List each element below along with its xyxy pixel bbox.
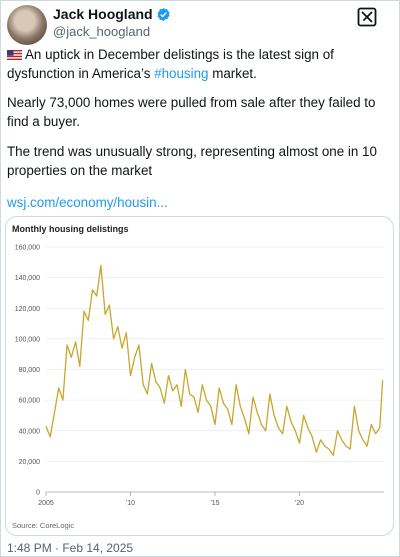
y-tick-label: 40,000: [19, 428, 41, 435]
y-tick-label: 120,000: [15, 306, 40, 313]
paragraph-1-end: market.: [208, 66, 257, 81]
author-name-row[interactable]: Jack Hoogland: [53, 6, 171, 22]
author-name[interactable]: Jack Hoogland: [53, 6, 153, 22]
paragraph-1-text: An uptick in December delistings is the …: [7, 47, 334, 81]
tweet-paragraph-3: The trend was unusually strong, represen…: [7, 144, 377, 178]
y-tick-label: 140,000: [15, 275, 40, 282]
x-tick-label: '10: [126, 500, 135, 507]
us-flag-icon: [7, 50, 22, 60]
tweet-timestamp[interactable]: 1:48 PM · Feb 14, 2025: [7, 541, 134, 555]
y-tick-label: 80,000: [19, 367, 41, 374]
chart-title: Monthly housing delistings: [12, 224, 129, 234]
verified-badge-icon: [157, 7, 170, 22]
article-link[interactable]: wsj.com/economy/housin...: [7, 195, 168, 210]
avatar[interactable]: [7, 5, 47, 45]
y-tick-label: 60,000: [19, 398, 41, 405]
hashtag-link[interactable]: #housing: [154, 66, 209, 81]
chart-card[interactable]: Monthly housing delistings 0 20,000 40,000…: [5, 216, 394, 536]
delistings-chart: 0 20,000 40,000 60,000 80,000 100,000 120,000 1…: [15, 245, 384, 507]
tweet-paragraph-1: An uptick in December delistings is the …: [7, 45, 397, 83]
x-tick-label: '20: [295, 500, 304, 507]
y-tick-label: 0: [36, 490, 40, 497]
y-tick-label: 20,000: [19, 459, 41, 466]
x-tick-label: 2005: [38, 500, 54, 507]
author-handle[interactable]: @jack_hoogland: [53, 24, 151, 39]
y-tick-label: 160,000: [15, 245, 40, 252]
delistings-series-line: [45, 264, 384, 456]
tweet-paragraph-2: Nearly 73,000 homes were pulled from sal…: [7, 95, 376, 129]
chart-source: Source: CoreLogic: [12, 521, 75, 530]
x-tick-label: '15: [210, 500, 219, 507]
grok-icon[interactable]: [357, 7, 377, 27]
y-tick-label: 100,000: [15, 336, 40, 343]
